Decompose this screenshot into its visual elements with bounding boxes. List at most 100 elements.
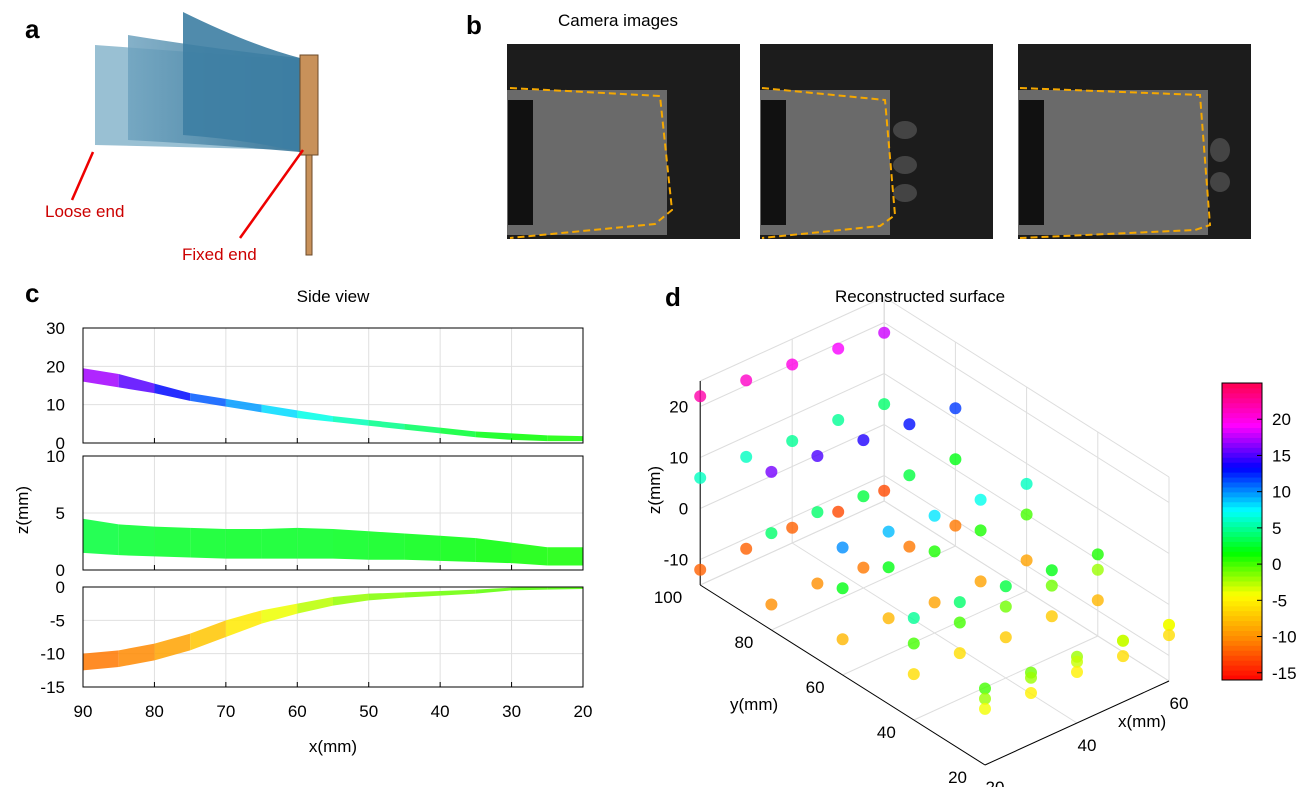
colorbar-segment <box>1222 462 1262 468</box>
y-tick-label: 10 <box>46 447 65 466</box>
colorbar-segment <box>1222 486 1262 493</box>
point-band <box>511 587 548 591</box>
point-band <box>333 416 369 426</box>
surface-point <box>836 541 849 554</box>
surface-point <box>882 561 895 574</box>
chart-title: Side view <box>297 287 370 306</box>
surface-point <box>953 647 966 660</box>
colorbar-segment <box>1222 625 1262 631</box>
colorbar-segment <box>1222 417 1262 424</box>
colorbar-segment <box>1222 655 1262 661</box>
point-band <box>333 593 369 606</box>
surface-point <box>857 490 870 503</box>
surface-point <box>1045 610 1058 623</box>
surface-point <box>928 596 941 609</box>
point-band <box>118 374 155 394</box>
colorbar-segment <box>1222 422 1262 429</box>
colorbar-segment <box>1222 640 1262 646</box>
colorbar-tick-label: -5 <box>1272 591 1287 610</box>
plot-frame <box>82 586 584 688</box>
surface-point <box>1020 554 1033 567</box>
panel-title: Camera images <box>558 11 678 30</box>
colorbar-segment <box>1222 506 1262 513</box>
surface-point <box>928 545 941 558</box>
point-band <box>368 531 405 560</box>
surface-point <box>740 374 753 387</box>
colorbar-segment <box>1222 605 1262 612</box>
colorbar-segment <box>1222 615 1262 622</box>
surface-point <box>882 612 895 625</box>
y-tick-label: 30 <box>46 319 65 338</box>
point-band <box>440 535 476 563</box>
x-tick-label: 90 <box>74 702 93 721</box>
surface-point <box>1117 634 1129 647</box>
point-band <box>368 592 405 601</box>
panel-label: b <box>466 10 482 40</box>
z-tick-label: 10 <box>669 449 688 468</box>
point-band <box>404 533 441 561</box>
point-band <box>511 542 548 566</box>
surface-point <box>979 682 991 695</box>
surface-point <box>1025 687 1037 699</box>
surface-point <box>811 450 824 462</box>
colorbar-segment <box>1222 477 1262 483</box>
surface-point <box>907 637 920 650</box>
colorbar-segment <box>1222 383 1262 389</box>
colorbar-segment <box>1222 432 1262 438</box>
colorbar-segment <box>1222 551 1262 557</box>
colorbar-segment <box>1222 561 1262 567</box>
chart-title: Reconstructed surface <box>835 287 1005 306</box>
point-band <box>547 587 583 590</box>
y-axis-label: z(mm) <box>13 486 32 534</box>
colorbar-segment <box>1222 576 1262 582</box>
x-tick-label: 60 <box>1170 694 1189 713</box>
colorbar-segment <box>1222 501 1262 508</box>
point-band <box>190 527 226 559</box>
colorbar-segment <box>1222 387 1262 394</box>
axis-line <box>699 584 986 766</box>
colorbar-tick-label: 20 <box>1272 410 1291 429</box>
x-tick-label: 60 <box>288 702 307 721</box>
colorbar-segment <box>1222 447 1262 453</box>
y-tick-label: 80 <box>734 633 753 652</box>
surface-point <box>907 612 920 624</box>
surface-point <box>1091 594 1104 607</box>
surface-point <box>903 540 916 553</box>
surface-point <box>740 450 753 463</box>
y-tick-label: -10 <box>40 645 65 664</box>
surface-point <box>765 598 778 611</box>
point-band <box>440 589 476 596</box>
surface-point <box>928 509 941 522</box>
x-tick-label: 80 <box>145 702 164 721</box>
colorbar-segment <box>1222 585 1262 592</box>
point-band <box>297 527 333 559</box>
surface-point <box>1163 618 1175 631</box>
surface-point <box>1091 563 1104 576</box>
point-band <box>440 427 476 438</box>
annotation: Fixed end <box>182 245 257 264</box>
plot-frame <box>82 327 584 444</box>
x-tick-label: 70 <box>216 702 235 721</box>
point-band <box>261 527 298 559</box>
panel-label: a <box>25 14 40 44</box>
surface-point <box>811 506 824 519</box>
colorbar-segment <box>1222 467 1262 473</box>
surface-point <box>786 521 799 534</box>
surface-point <box>878 326 891 339</box>
colorbar-segment <box>1222 546 1262 552</box>
surface-point <box>974 575 987 588</box>
surface-point <box>1071 655 1083 668</box>
point-band <box>547 547 583 566</box>
colorbar-segment <box>1222 675 1262 681</box>
y-tick-label: 40 <box>877 723 896 742</box>
colorbar-segment <box>1222 645 1262 651</box>
colorbar-frame <box>1221 382 1263 681</box>
colorbar-segment <box>1222 482 1262 488</box>
surface-point <box>694 563 707 576</box>
surface-point <box>1045 564 1058 577</box>
surface-point <box>999 580 1012 593</box>
surface-point <box>974 493 987 506</box>
point-band <box>404 591 441 598</box>
point-band <box>190 393 226 407</box>
point-band <box>225 528 262 559</box>
